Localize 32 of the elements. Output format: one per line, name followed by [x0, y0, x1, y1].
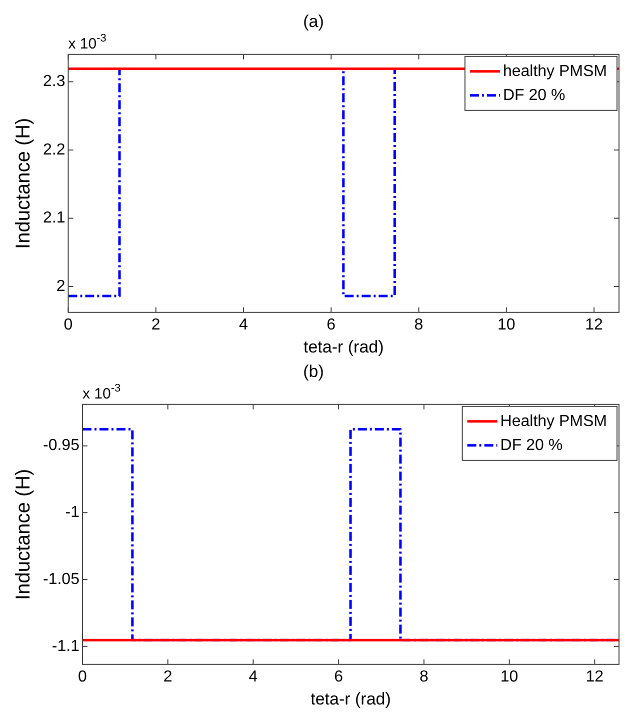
- x-tick-label: 8: [414, 316, 424, 334]
- legend-label: DF 20 %: [502, 86, 566, 104]
- x-tick-label: 6: [326, 316, 336, 334]
- x-tick-label: 4: [239, 316, 248, 334]
- legend-label: DF 20 %: [500, 436, 563, 454]
- y-tick-label: -1: [65, 504, 80, 522]
- x-tick-label: 12: [586, 668, 604, 686]
- y-tick-label: 2.3: [42, 73, 66, 90]
- x-axis-title: teta-r (rad): [310, 689, 391, 708]
- y-tick-label: -1.1: [52, 638, 80, 655]
- x-tick-label: 12: [585, 316, 604, 334]
- legend-label: Healthy PMSM: [500, 412, 608, 430]
- x-tick-label: 6: [334, 668, 344, 686]
- x-tick-label: 8: [419, 668, 428, 686]
- x-tick-label: 2: [163, 668, 172, 686]
- x-tick-label: 0: [78, 668, 88, 686]
- y-tick-label: -1.05: [43, 570, 80, 588]
- x-axis-title: teta-r (rad): [303, 337, 384, 356]
- y-axis-title: Inductance (H): [12, 468, 35, 600]
- x-tick-label: 2: [151, 316, 160, 334]
- chart-title: (b): [303, 362, 324, 381]
- y-tick-label: 2: [56, 278, 66, 295]
- y-tick-label: -0.95: [43, 437, 80, 454]
- x-tick-label: 0: [64, 316, 73, 334]
- chart-title: (a): [303, 12, 324, 31]
- x-tick-label: 4: [248, 668, 258, 686]
- y-tick-label: 2.1: [42, 210, 66, 227]
- y-axis-title: Inductance (H): [12, 118, 35, 249]
- legend-label: healthy PMSM: [502, 62, 608, 80]
- y-tick-label: 2.2: [42, 141, 66, 158]
- x-tick-label: 10: [500, 668, 518, 686]
- x-tick-label: 10: [497, 316, 516, 334]
